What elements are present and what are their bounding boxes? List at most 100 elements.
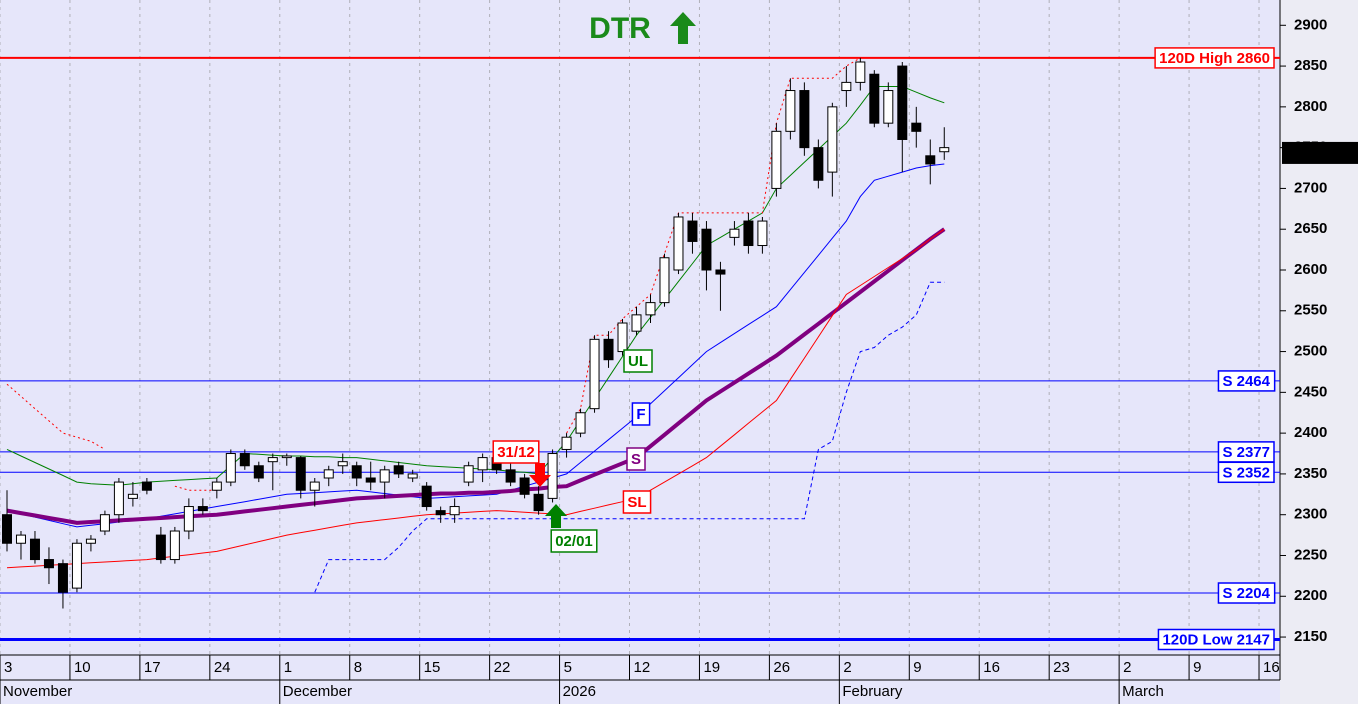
candle-body [239, 453, 250, 467]
candle-body [449, 506, 460, 516]
candle-body [99, 514, 110, 532]
candle-body [505, 469, 516, 483]
candle-body [603, 338, 614, 361]
series-label-box [631, 402, 651, 426]
candle-body [869, 73, 880, 124]
x-tick-label: 15 [424, 659, 441, 676]
candle-body [29, 538, 40, 561]
line-series [6, 227, 946, 525]
candle-body [267, 457, 278, 463]
candle-body [1, 514, 12, 544]
y-tick-label: 2600 [1294, 261, 1327, 278]
x-tick-label: 16 [983, 659, 1000, 676]
candle-body [939, 147, 950, 153]
candle-body [911, 122, 922, 132]
x-tick-label: 2 [1123, 659, 1131, 676]
candle-body [729, 228, 740, 238]
x-tick-label: 5 [564, 659, 572, 676]
axis-background [1280, 0, 1358, 704]
candle-body [799, 90, 810, 149]
candle-body [715, 269, 726, 275]
series-label: S [631, 451, 641, 468]
x-tick-label: 19 [703, 659, 720, 676]
x-tick-label: 3 [4, 659, 12, 676]
level-label: 120D High 2860 [1159, 50, 1270, 67]
candle-body [701, 228, 712, 271]
candle-body [477, 457, 488, 471]
series-label-box [623, 349, 653, 373]
candle-body [575, 412, 586, 434]
title-arrow [670, 12, 696, 44]
level-label: S 2464 [1222, 373, 1270, 390]
month-label: March [1122, 683, 1164, 700]
x-tick-label: 23 [1053, 659, 1070, 676]
x-tick-label: 9 [913, 659, 921, 676]
y-tick-label: 2450 [1294, 383, 1327, 400]
line-series [6, 57, 861, 491]
candle-body [323, 469, 334, 479]
x-tick-label: 9 [1193, 659, 1201, 676]
candle-body [281, 455, 292, 459]
candle-body [659, 257, 670, 304]
candle-body [351, 465, 362, 479]
level-label-box [1217, 461, 1275, 484]
y-tick-label: 2350 [1294, 465, 1327, 482]
annotation-label: 02/01 [555, 533, 593, 550]
candle-body [211, 481, 222, 491]
candle-body [631, 314, 642, 332]
candle-body [43, 559, 54, 569]
x-tick-label: 10 [74, 659, 91, 676]
x-tick-label: 16 [1263, 659, 1280, 676]
y-tick-label: 2400 [1294, 424, 1327, 441]
candle-body [645, 302, 656, 316]
candle-body [127, 493, 138, 499]
series-label: UL [628, 353, 648, 370]
line-series [314, 281, 945, 593]
candle-body [197, 506, 208, 512]
candle-body [421, 485, 432, 508]
level-label-box [1157, 628, 1275, 651]
level-label: S 2204 [1222, 585, 1270, 602]
y-tick-label: 2500 [1294, 343, 1327, 360]
candle-body [757, 220, 768, 247]
candle-body [827, 106, 838, 173]
candle-body [407, 473, 418, 479]
annotation-arrow [545, 504, 567, 528]
candle-body [113, 481, 124, 516]
line-series [6, 86, 945, 486]
x-tick-label: 2 [843, 659, 851, 676]
candle-body [57, 563, 68, 593]
y-tick-label: 2550 [1294, 302, 1327, 319]
series-label-box [622, 490, 652, 514]
candle-body [365, 477, 376, 483]
x-tick-label: 26 [773, 659, 790, 676]
candle-body [785, 90, 796, 132]
candle-body [295, 457, 306, 491]
series-label: F [636, 406, 645, 423]
last-price-label: 2743.52 [1293, 145, 1347, 162]
month-label: November [3, 683, 72, 700]
level-label-box [1217, 370, 1276, 392]
candle-body [771, 130, 782, 189]
candle-body [169, 530, 180, 561]
candle-body [337, 461, 348, 467]
chart-title: DTR [589, 12, 651, 45]
annotation-arrow [529, 463, 551, 487]
candle-body [15, 534, 26, 544]
candle-body [85, 538, 96, 544]
x-tick-label: 1 [284, 659, 292, 676]
candle-body [855, 61, 866, 83]
candle-body [155, 534, 166, 561]
candle-body [253, 465, 264, 479]
annotation-box [492, 440, 540, 464]
annotation-label: 31/12 [497, 444, 535, 461]
candle-body [617, 322, 628, 353]
candle-body [743, 220, 754, 247]
level-label-box [1217, 582, 1276, 604]
candle-body [813, 147, 824, 181]
y-tick-label: 2800 [1294, 98, 1327, 115]
candle-body [309, 481, 320, 491]
candle-body [841, 81, 852, 92]
x-tick-label: 22 [494, 659, 511, 676]
